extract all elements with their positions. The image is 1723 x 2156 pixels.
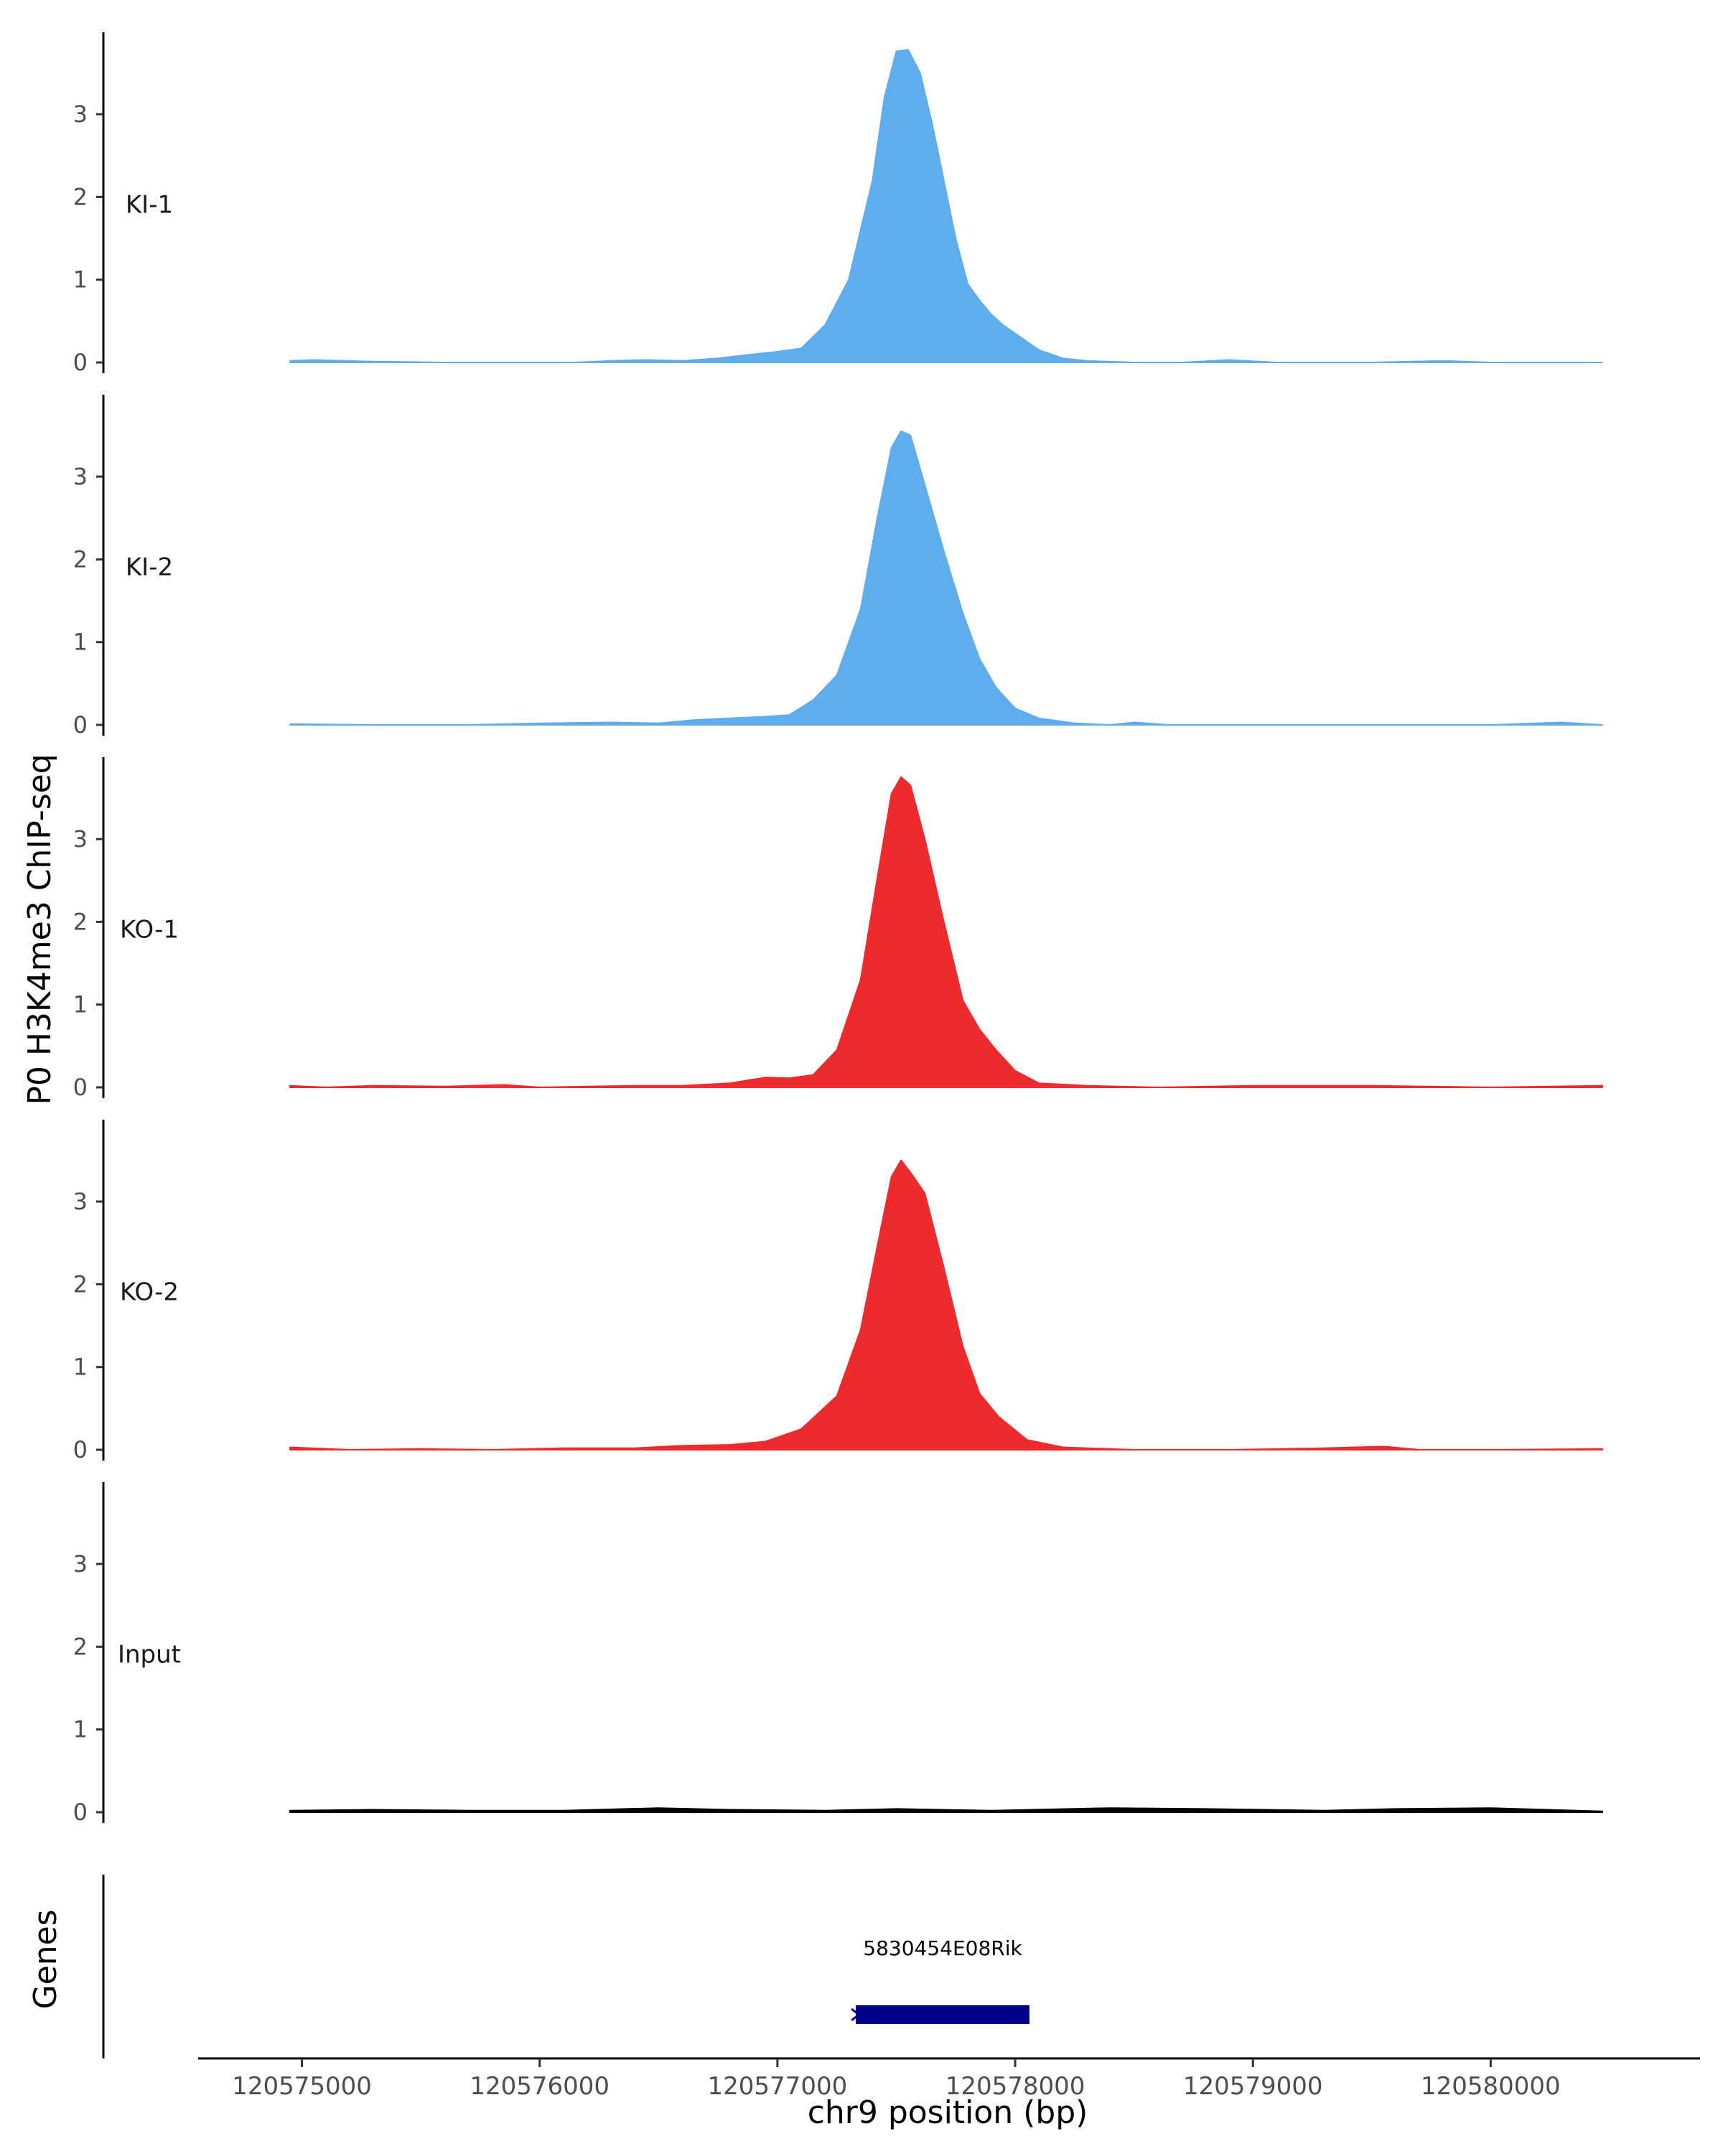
y-tick-label: 0	[73, 1436, 88, 1463]
genes-track-title: Genes	[27, 1909, 64, 2009]
y-tick-label: 1	[73, 629, 88, 656]
gene-body	[856, 2005, 1029, 2024]
y-tick-label: 2	[73, 545, 88, 573]
signal-area-ki-1	[289, 49, 1603, 363]
y-tick-label: 0	[73, 349, 88, 376]
y-tick-label: 3	[73, 463, 88, 490]
y-tick-label: 3	[73, 1550, 88, 1578]
track-ki-1: 0 1 2 3 KI-1	[73, 32, 1603, 376]
y-tick-label: 2	[73, 1633, 88, 1660]
x-axis: 120575000 120576000 120577000 120578000 1205…	[198, 2057, 1700, 2101]
genes-layer: 5830454E08Rik	[102, 1875, 1029, 2058]
x-tick-label: 120575000	[232, 2072, 372, 2101]
y-tick-label: 3	[73, 1188, 88, 1215]
gene-strand-arrow	[851, 2007, 861, 2022]
track-label: KO-1	[120, 915, 179, 944]
track-ko-2: 0 1 2 3 KO-2	[73, 1120, 1603, 1463]
track-label: KI-2	[126, 553, 173, 581]
y-tick-label: 2	[73, 908, 88, 935]
y-tick-label: 1	[73, 1354, 88, 1381]
track-ki-2: 0 1 2 3 KI-2	[73, 395, 1603, 739]
x-axis-title: chr9 position (bp)	[808, 2094, 1088, 2131]
signal-area-ko-2	[289, 1159, 1603, 1450]
y-tick-label: 2	[73, 1270, 88, 1298]
y-axis-title: P0 H3K4me3 ChIP-seq	[22, 754, 58, 1105]
track-label: KO-2	[120, 1278, 179, 1306]
y-tick-label: 0	[73, 711, 88, 739]
signal-area-ko-1	[289, 776, 1603, 1088]
x-tick-label: 120580000	[1421, 2072, 1561, 2101]
y-tick-label: 1	[73, 991, 88, 1018]
y-tick-label: 0	[73, 1074, 88, 1101]
track-input: 0 1 2 3 Input	[73, 1482, 1603, 1826]
x-tick-label: 120578000	[945, 2072, 1085, 2101]
x-tick-label: 120576000	[470, 2072, 610, 2101]
track-ko-1: 0 1 2 3 KO-1	[73, 757, 1603, 1101]
signal-area-input	[289, 1807, 1603, 1813]
track-label: Input	[118, 1640, 181, 1669]
signal-area-ki-2	[289, 430, 1603, 726]
tracks-layer: 0 1 2 3 KI-1 0 1 2 3 KI-2 0 1 2 3 KO-1 0 1 2 3 KO-2 0 1 2 3 Inpu…	[73, 32, 1603, 1826]
y-tick-label: 1	[73, 266, 88, 294]
track-label: KI-1	[126, 190, 173, 219]
y-tick-label: 2	[73, 183, 88, 210]
x-tick-label: 120577000	[708, 2072, 848, 2101]
y-tick-label: 3	[73, 825, 88, 853]
gene-5830454E08Rik: 5830454E08Rik	[851, 1936, 1029, 2024]
x-tick-label: 120579000	[1183, 2072, 1323, 2101]
y-tick-label: 0	[73, 1799, 88, 1826]
y-tick-label: 3	[73, 100, 88, 128]
y-tick-label: 1	[73, 1716, 88, 1743]
gene-label: 5830454E08Rik	[863, 1936, 1022, 1960]
